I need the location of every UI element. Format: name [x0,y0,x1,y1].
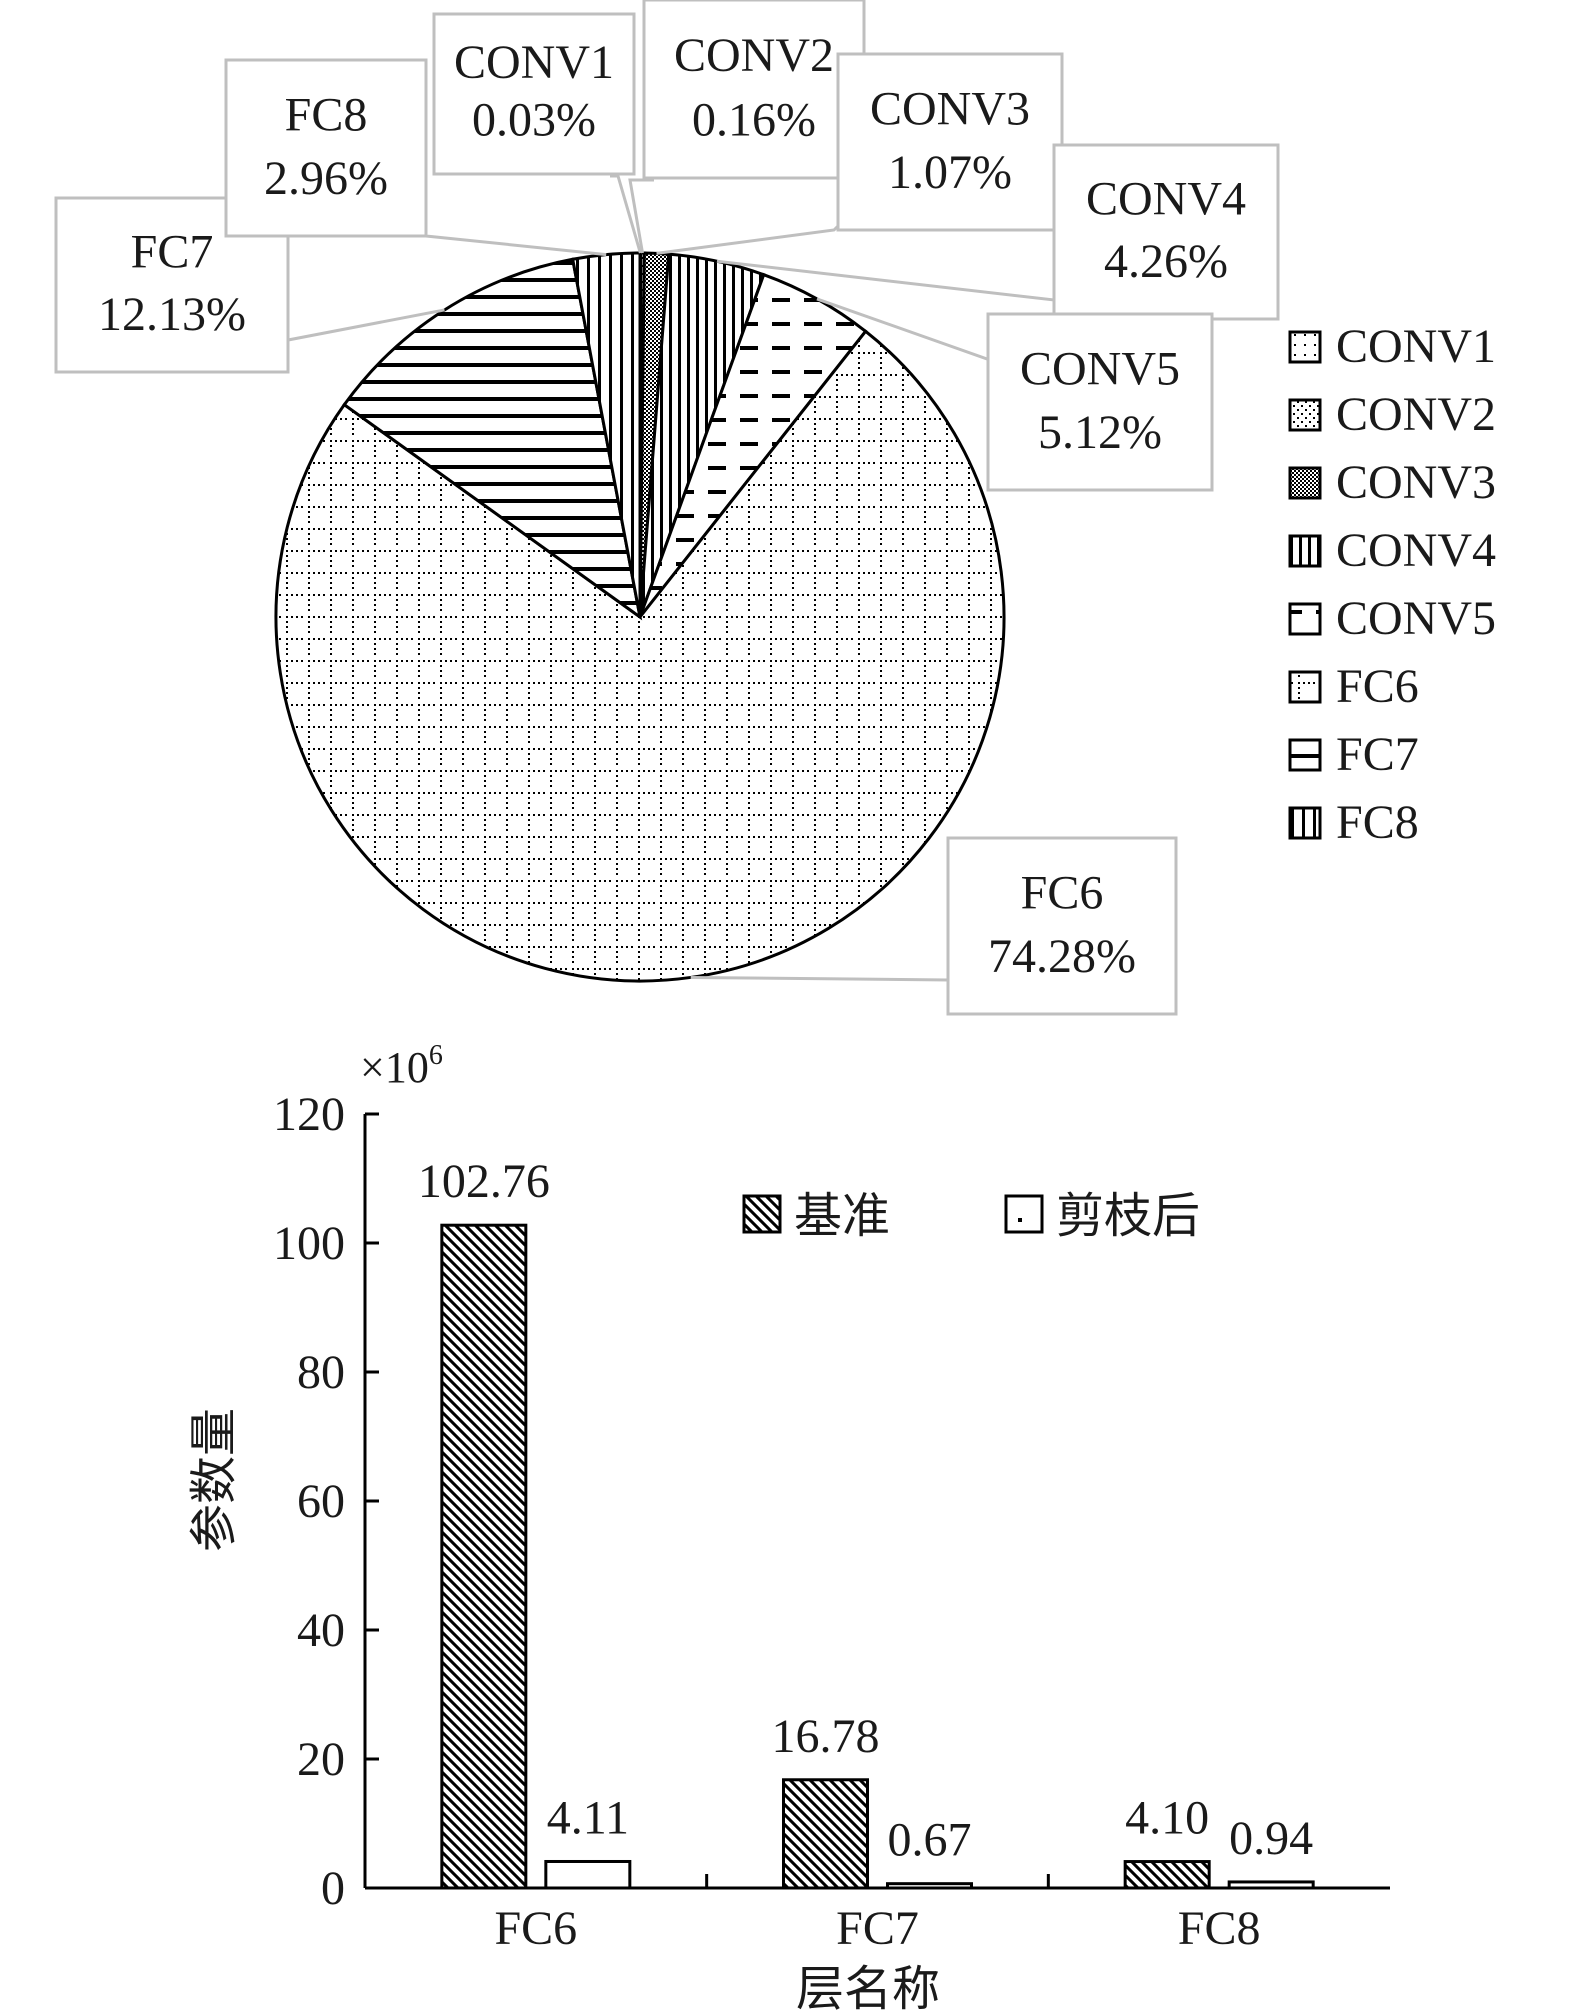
callout-value-fc7: 12.13% [98,288,246,341]
pie-slices [274,251,1006,983]
callout-box-conv1 [432,12,636,176]
legend-item-fc6: FC6 [1288,660,1419,713]
leader-line-conv2 [628,178,654,254]
legend-item-conv2: CONV2 [1288,388,1496,441]
y-tick-label: 20 [297,1733,345,1786]
y-tick-label: 100 [273,1217,345,1270]
callout-name-fc6: FC6 [1021,866,1104,919]
data-label: 0.94 [1229,1812,1313,1865]
legend-label: FC8 [1336,796,1419,849]
data-label: 102.76 [418,1155,550,1208]
y-tick-label: 80 [297,1346,345,1399]
pie-slice-fc6 [274,329,1006,983]
legend-item-conv1: CONV1 [1288,320,1496,373]
x-tick-label: FC7 [836,1902,919,1955]
y-tick-label: 40 [297,1604,345,1657]
legend-swatch [1288,738,1322,772]
legend-item-conv4: CONV4 [1288,524,1496,577]
callout-value-fc8: 2.96% [264,152,388,205]
pie-slice-fc7 [342,257,643,621]
callout-value-conv2: 0.16% [692,93,816,146]
y-tick-label: 0 [321,1862,345,1915]
callout-name-fc7: FC7 [131,226,214,279]
legend-label: 基准 [794,1190,890,1243]
callout-box-conv5 [986,312,1214,492]
callout-name-conv2: CONV2 [674,29,834,82]
bar-legend-item-0: 基准 [742,1190,890,1243]
x-tick-label: FC6 [494,1902,577,1955]
callout-value-conv3: 1.07% [888,146,1012,199]
callout-box-conv4 [1052,143,1280,321]
callout-name-conv3: CONV3 [870,82,1030,135]
y-axis-title: 参数量 [188,1408,241,1552]
callout-box-fc6 [946,836,1178,1016]
legend-label: FC6 [1336,660,1419,713]
data-label: 16.78 [772,1710,880,1763]
callout-name-conv1: CONV1 [454,36,614,89]
callout-name-conv5: CONV5 [1020,342,1180,395]
legend-swatch [1288,398,1322,432]
callout-name-conv4: CONV4 [1086,173,1246,226]
bar-fc6-series-0 [440,1223,528,1890]
legend-swatch [1288,806,1322,840]
legend-item-conv3: CONV3 [1288,456,1496,509]
callout-box-conv3 [836,52,1064,232]
callout-name-fc8: FC8 [285,88,368,141]
legend-label: CONV3 [1336,456,1496,509]
callout-box-conv2 [642,0,866,180]
leader-line-fc6 [690,975,950,982]
data-label: 4.11 [547,1791,629,1844]
y-tick-label: 60 [297,1475,345,1528]
pie-legend: CONV1 CONV2 CONV3 CONV4 CONV5 FC6 FC7 FC8 [1288,320,1496,849]
x-tick-label: FC8 [1178,1902,1261,1955]
leader-line-fc8 [424,232,607,257]
bar-fc8-series-0 [1123,1860,1211,1890]
leader-line-conv1 [610,174,642,254]
leader-line-conv3 [656,224,840,255]
data-label: 0.67 [888,1814,972,1867]
scale-multiplier: ×106 [360,1040,443,1092]
legend-label: CONV4 [1336,524,1496,577]
legend-swatch [1288,534,1322,568]
legend-swatch [1288,330,1322,364]
callout-box-fc8 [224,58,428,238]
x-axis-title: 层名称 [796,1963,940,2013]
scale-exponent: 6 [429,1040,443,1071]
legend-label: CONV2 [1336,388,1496,441]
legend-label: CONV1 [1336,320,1496,373]
bar-legend: 基准 剪枝后 [742,1190,1200,1243]
bar-fc7-series-0 [782,1778,869,1890]
bar-legend-item-1: 剪枝后 [1004,1190,1200,1243]
bar-fc6-series-1 [544,1859,632,1890]
legend-swatch [742,1194,782,1234]
bar-bars: 102.76 4.11 16.780.67 4.10 0.94 [418,1155,1315,1890]
callout-value-conv4: 4.26% [1104,235,1228,288]
callout-value-conv5: 5.12% [1038,406,1162,459]
legend-swatch [1288,466,1322,500]
legend-swatch [1004,1194,1044,1234]
bar-fc7-series-1 [886,1882,973,1890]
callout-value-fc6: 74.28% [988,930,1136,983]
legend-item-fc8: FC8 [1288,796,1419,849]
bar-fc8-series-1 [1227,1880,1315,1890]
legend-item-fc7: FC7 [1288,728,1419,781]
legend-swatch [1288,670,1322,704]
legend-label: FC7 [1336,728,1419,781]
data-label: 4.10 [1125,1792,1209,1845]
scale-label: ×10 [360,1043,429,1092]
legend-label: 剪枝后 [1056,1190,1200,1243]
y-tick-label: 120 [273,1088,345,1141]
bar-axes: 0 20 40 60 80 100 120 FC6 FC7 FC8 [273,1088,1390,1955]
callout-value-conv1: 0.03% [472,94,596,147]
legend-item-conv5: CONV5 [1288,592,1496,645]
bar-chart: 0 20 40 60 80 100 120 FC6 FC7 FC8 102.76 4.11 16.78… [188,1040,1390,2013]
legend-swatch [1288,602,1322,636]
legend-label: CONV5 [1336,592,1496,645]
